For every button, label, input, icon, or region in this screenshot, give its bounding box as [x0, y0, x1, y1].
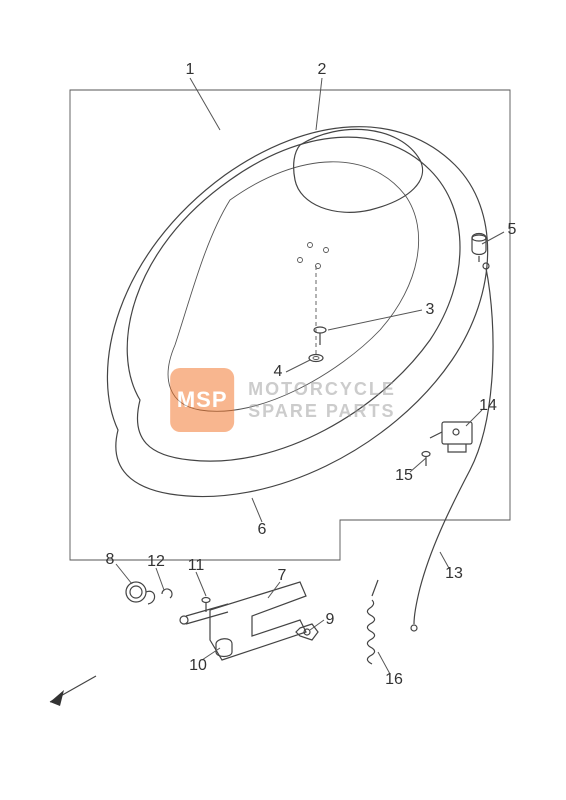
callout-2: 2 [318, 61, 327, 79]
callout-8: 8 [106, 551, 115, 569]
view-direction-arrow [50, 676, 96, 706]
callout-6: 6 [258, 521, 267, 539]
callout-16: 16 [385, 671, 403, 689]
callout-5: 5 [508, 221, 517, 239]
callout-3: 3 [426, 301, 435, 319]
callout-9: 9 [326, 611, 335, 629]
leader-lines [116, 78, 504, 674]
callout-1: 1 [186, 61, 195, 79]
callout-10: 10 [189, 657, 207, 675]
callout-11: 11 [188, 557, 205, 575]
diagram-canvas: MSP MOTORCYCLE SPARE PARTS 1 2 3 4 5 6 7… [0, 0, 566, 800]
callout-13: 13 [445, 565, 463, 583]
callout-14: 14 [479, 397, 497, 415]
callout-12: 12 [147, 553, 165, 571]
callout-7: 7 [278, 567, 287, 585]
callout-4: 4 [274, 363, 283, 381]
callout-15: 15 [395, 467, 413, 485]
